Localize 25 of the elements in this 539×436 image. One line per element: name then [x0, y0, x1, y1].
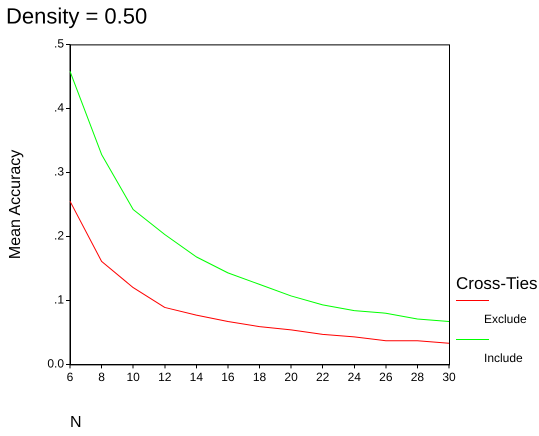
x-tick-label: 26	[379, 370, 393, 384]
x-tick-label: 12	[158, 370, 172, 384]
x-tick-label: 28	[410, 370, 424, 384]
x-tick-label: 10	[126, 370, 140, 384]
x-tick-label: 18	[252, 370, 266, 384]
chart-title: Density = 0.50	[6, 3, 148, 28]
x-tick-label: 24	[348, 370, 362, 384]
y-tick-label: 0.0	[47, 356, 64, 371]
legend-label: Include	[484, 351, 523, 365]
x-tick-label: 14	[190, 370, 204, 384]
legend-title: Cross-Ties	[456, 274, 538, 294]
y-tick-label: .1	[54, 292, 64, 307]
y-tick-label: .5	[54, 36, 64, 51]
x-tick-label: 16	[221, 370, 235, 384]
x-tick-label: 6	[66, 370, 74, 384]
y-tick-label: .3	[54, 164, 64, 179]
x-axis-title: N	[70, 414, 82, 431]
y-tick-label: .4	[54, 100, 64, 115]
x-tick-label: 22	[316, 370, 330, 384]
x-tick-label: 30	[442, 370, 456, 384]
y-tick-label: .2	[54, 228, 64, 243]
y-axis-title: Mean Accuracy	[7, 150, 24, 260]
x-tick-label: 20	[284, 370, 298, 384]
legend-label: Exclude	[484, 312, 527, 326]
x-tick-label: 8	[98, 370, 106, 384]
